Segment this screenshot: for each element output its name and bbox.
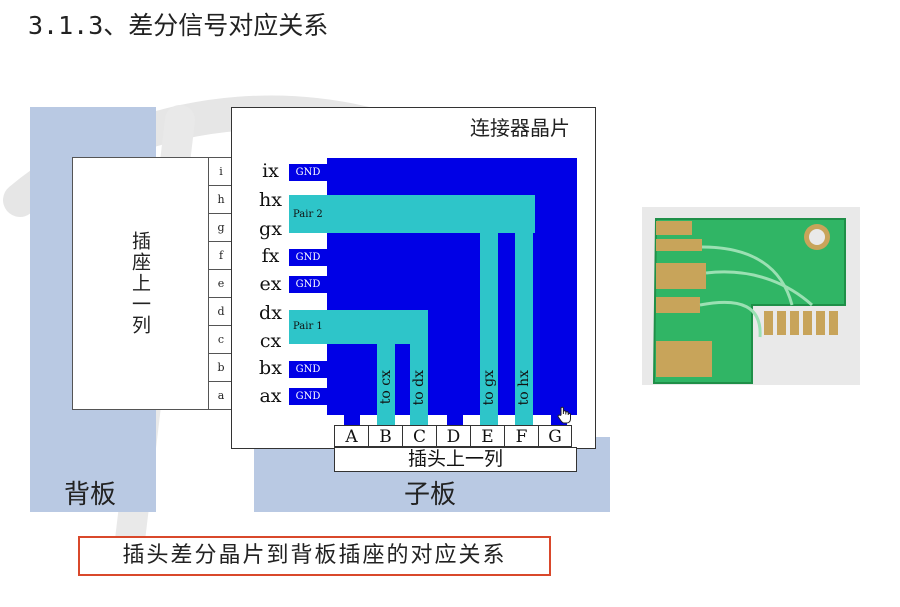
pin-label-bx: bx: [259, 357, 282, 379]
backplane-row-letter: d: [208, 297, 234, 326]
plug-cell-d: D: [436, 425, 470, 447]
pair2-route-gx: [480, 233, 498, 426]
pcb-connector-photo: [642, 207, 860, 385]
backplane-row-letter: e: [208, 269, 234, 298]
pair1-route-cx: [377, 344, 395, 426]
pair1-trace: [289, 310, 428, 344]
backplane-row-letter: a: [208, 381, 234, 410]
backplane-label: 背板: [64, 480, 117, 510]
daughterboard-label: 子板: [404, 480, 457, 510]
pin-label-ax: ax: [259, 385, 282, 407]
pin-label-ix: ix: [262, 160, 279, 182]
plug-cell-a: A: [334, 425, 368, 447]
pair2-route-hx: [515, 233, 533, 426]
backplane-row-letter: c: [208, 325, 234, 354]
caption-box: 插头差分晶片到背板插座的对应关系: [78, 536, 551, 576]
pin-label-hx: hx: [259, 189, 282, 211]
plug-cell-g: G: [538, 425, 572, 447]
backplane-row-letter: f: [208, 241, 234, 270]
route-label-to-dx: to dx: [411, 370, 427, 406]
plug-row-label: 插头上一列: [334, 447, 577, 472]
plug-cell-e: E: [470, 425, 504, 447]
pin-label-cx: cx: [259, 330, 282, 352]
pair1-route-dx: [410, 344, 428, 426]
route-label-to-hx: to hx: [516, 370, 532, 406]
backplane-row-letter: b: [208, 353, 234, 382]
hand-cursor-icon: [557, 406, 571, 424]
plug-column-row: A B C D E F G: [334, 425, 572, 447]
gnd-tag-fx: GND: [289, 249, 327, 266]
backplane-row-letter: h: [208, 185, 234, 214]
backplane-row-letter: g: [208, 213, 234, 242]
pin-label-ex: ex: [259, 273, 282, 295]
route-label-to-gx: to gx: [481, 370, 497, 406]
pin-label-dx: dx: [259, 302, 282, 324]
plug-cell-f: F: [504, 425, 538, 447]
pin-label-fx: fx: [261, 245, 280, 267]
route-label-to-cx: to cx: [378, 370, 394, 405]
plug-cell-b: B: [368, 425, 402, 447]
gnd-tag-ex: GND: [289, 276, 327, 293]
pair1-label: Pair 1: [293, 321, 323, 332]
pair2-label: Pair 2: [293, 209, 323, 220]
ground-finger-d: [447, 412, 463, 426]
backplane-header: 插座上一列: [72, 157, 209, 410]
pair2-trace: [289, 195, 535, 233]
plug-cell-c: C: [402, 425, 436, 447]
gnd-tag-ix: GND: [289, 164, 327, 181]
backplane-row-letter: i: [208, 157, 234, 186]
ground-finger-a: [344, 412, 360, 426]
pin-label-gx: gx: [259, 218, 282, 240]
gnd-tag-ax: GND: [289, 388, 327, 405]
gnd-tag-bx: GND: [289, 361, 327, 378]
connector-chip-title: 连接器晶片: [470, 116, 570, 140]
page-title: 3.1.3、差分信号对应关系: [28, 11, 329, 40]
